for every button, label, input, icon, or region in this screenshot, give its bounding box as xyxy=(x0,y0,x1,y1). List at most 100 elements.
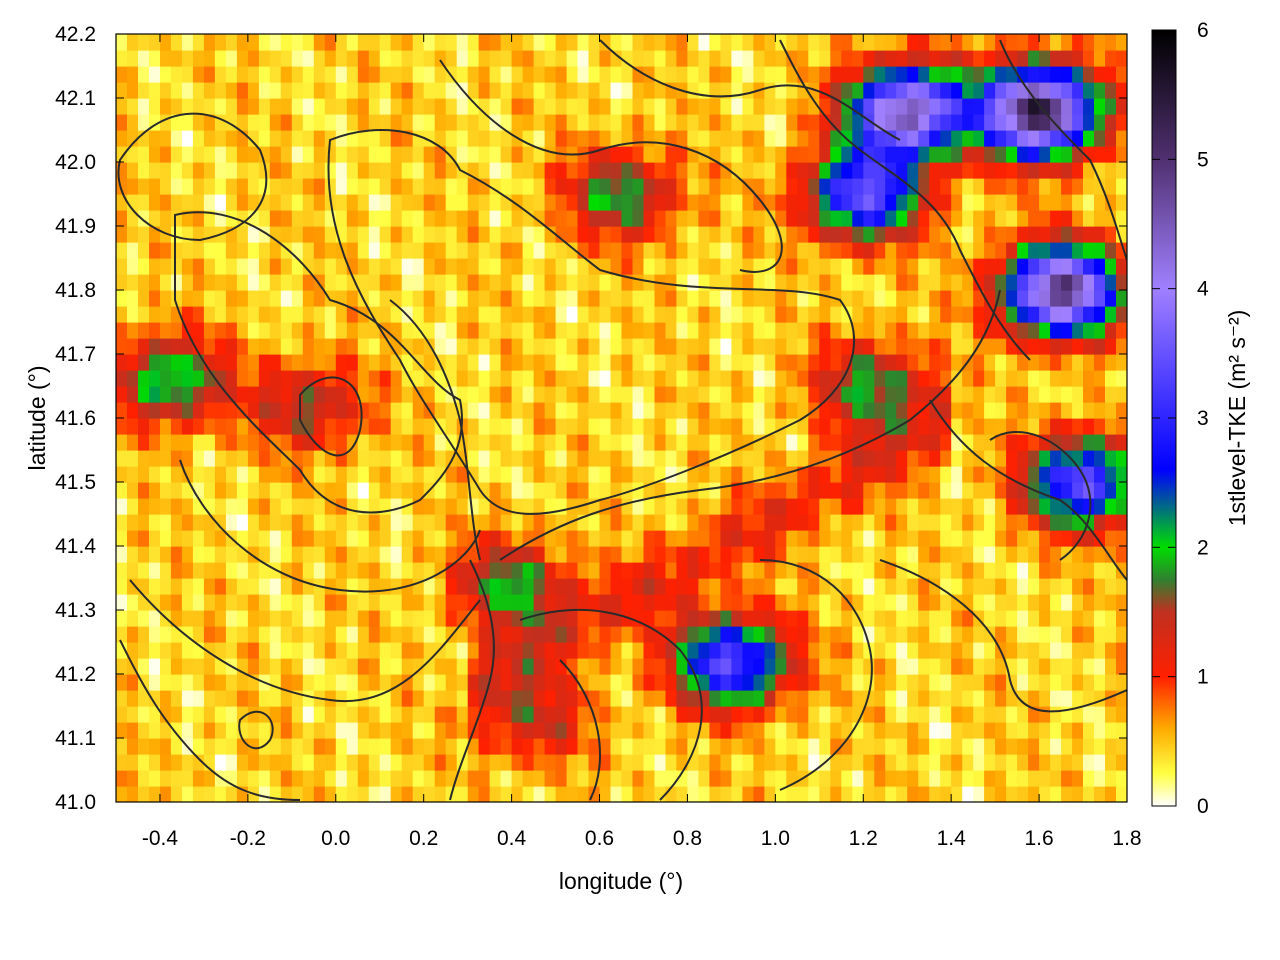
field-cell xyxy=(225,722,238,739)
field-cell xyxy=(1105,498,1117,515)
field-cell xyxy=(819,546,831,563)
field-cell xyxy=(830,738,842,755)
field-cell xyxy=(533,674,546,691)
field-cell xyxy=(753,242,765,259)
field-cell xyxy=(445,162,458,179)
field-cell xyxy=(1105,770,1117,787)
field-cell xyxy=(247,98,260,115)
field-cell xyxy=(1039,306,1051,323)
field-cell xyxy=(929,770,941,787)
field-cell xyxy=(489,514,502,531)
field-cell xyxy=(434,370,447,387)
field-cell xyxy=(874,386,886,403)
field-cell xyxy=(423,274,436,291)
field-cell xyxy=(687,386,699,403)
field-cell xyxy=(291,210,304,227)
field-cell xyxy=(511,146,524,163)
field-cell xyxy=(676,354,688,371)
field-cell xyxy=(896,338,908,355)
field-cell xyxy=(269,706,282,723)
field-cell xyxy=(577,658,590,675)
field-cell xyxy=(632,258,645,275)
field-cell xyxy=(192,530,205,547)
field-cell xyxy=(1083,562,1095,579)
field-cell xyxy=(841,466,853,483)
field-cell xyxy=(863,658,875,675)
field-cell xyxy=(412,514,425,531)
field-cell xyxy=(555,162,568,179)
field-cell xyxy=(181,178,194,195)
field-cell xyxy=(160,338,172,355)
field-cell xyxy=(940,738,952,755)
field-cell xyxy=(368,66,381,83)
field-cell xyxy=(192,146,205,163)
field-cell xyxy=(236,162,249,179)
field-cell xyxy=(346,466,359,483)
field-cell xyxy=(742,258,754,275)
field-cell xyxy=(313,66,326,83)
field-cell xyxy=(995,242,1007,259)
field-cell xyxy=(401,322,414,339)
field-cell xyxy=(467,434,480,451)
field-cell xyxy=(302,306,315,323)
field-cell xyxy=(1061,642,1073,659)
field-cell xyxy=(742,722,754,739)
field-cell xyxy=(368,578,381,595)
field-cell xyxy=(1105,242,1117,259)
field-cell xyxy=(412,194,425,211)
field-cell xyxy=(841,626,853,643)
field-cell xyxy=(588,306,601,323)
field-cell xyxy=(775,82,787,99)
field-cell xyxy=(258,642,271,659)
field-cell xyxy=(665,338,678,355)
field-cell xyxy=(621,546,634,563)
field-cell xyxy=(665,130,678,147)
field-cell xyxy=(841,162,853,179)
field-cell xyxy=(214,626,227,643)
field-cell xyxy=(764,658,776,675)
field-cell xyxy=(1105,386,1117,403)
field-cell xyxy=(753,402,765,419)
field-cell xyxy=(841,674,853,691)
field-cell xyxy=(236,354,249,371)
field-cell xyxy=(775,594,787,611)
field-cell xyxy=(1050,626,1062,643)
field-cell xyxy=(808,514,820,531)
field-cell xyxy=(940,530,952,547)
field-cell xyxy=(764,546,776,563)
field-cell xyxy=(720,50,732,67)
field-cell xyxy=(390,258,403,275)
field-cell xyxy=(1061,434,1073,451)
field-cell xyxy=(280,434,293,451)
field-cell xyxy=(280,690,293,707)
field-cell xyxy=(984,786,996,802)
field-cell xyxy=(1017,146,1029,163)
field-cell xyxy=(1017,450,1029,467)
field-cell xyxy=(291,82,304,99)
field-cell xyxy=(687,274,699,291)
field-cell xyxy=(478,658,491,675)
field-cell xyxy=(885,466,897,483)
colorbar-tick-label: 0 xyxy=(1197,795,1209,818)
field-cell xyxy=(841,146,853,163)
field-cell xyxy=(841,738,853,755)
field-cell xyxy=(852,322,864,339)
field-cell xyxy=(555,546,568,563)
field-cell xyxy=(621,626,634,643)
field-cell xyxy=(929,610,941,627)
field-cell xyxy=(225,274,238,291)
terrain-contour-line xyxy=(779,39,1031,361)
field-cell xyxy=(467,130,480,147)
field-cell xyxy=(445,722,458,739)
field-cell xyxy=(412,642,425,659)
field-cell xyxy=(698,466,710,483)
field-cell xyxy=(643,418,656,435)
field-cell xyxy=(1072,338,1084,355)
field-cell xyxy=(621,578,634,595)
field-cell xyxy=(599,386,612,403)
field-cell xyxy=(973,658,985,675)
field-cell xyxy=(995,130,1007,147)
field-cell xyxy=(116,242,128,259)
terrain-contour-line xyxy=(559,659,601,801)
field-cell xyxy=(940,242,952,259)
